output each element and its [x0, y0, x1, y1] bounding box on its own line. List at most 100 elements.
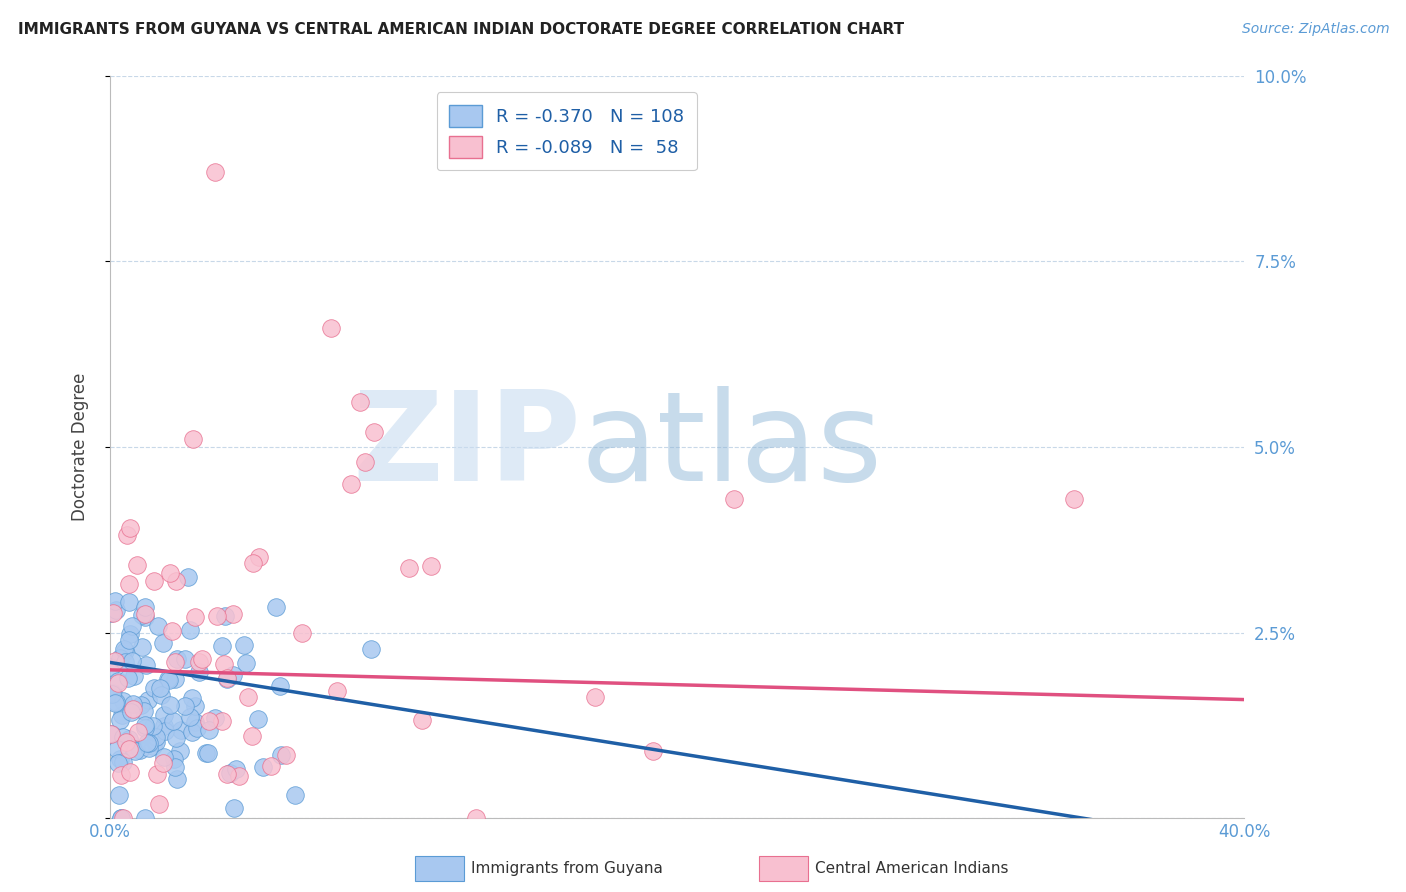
- Point: [118, 741, 141, 756]
- Text: Immigrants from Guyana: Immigrants from Guyana: [471, 862, 662, 876]
- Point: [152, 756, 174, 770]
- Point: [115, 735, 138, 749]
- Point: [181, 725, 204, 739]
- Point: [184, 610, 207, 624]
- Point: [177, 570, 200, 584]
- Point: [163, 655, 186, 669]
- Point: [112, 812, 135, 826]
- Point: [111, 730, 134, 744]
- Point: [110, 812, 132, 826]
- Point: [138, 736, 160, 750]
- Point: [136, 693, 159, 707]
- Point: [181, 690, 204, 705]
- Point: [104, 654, 127, 668]
- Point: [145, 735, 167, 749]
- Point: [184, 699, 207, 714]
- Point: [134, 607, 156, 621]
- Point: [184, 714, 207, 729]
- Point: [260, 759, 283, 773]
- Point: [153, 708, 176, 723]
- Point: [159, 673, 181, 687]
- Point: [134, 812, 156, 826]
- Point: [205, 609, 228, 624]
- Point: [122, 668, 145, 682]
- Point: [118, 764, 141, 779]
- Point: [190, 652, 212, 666]
- Point: [152, 636, 174, 650]
- Point: [211, 640, 233, 654]
- Point: [134, 722, 156, 736]
- Point: [179, 624, 201, 638]
- Point: [218, 766, 240, 780]
- Point: [169, 744, 191, 758]
- Point: [204, 165, 226, 179]
- Point: [166, 772, 188, 787]
- Point: [222, 800, 245, 814]
- Point: [108, 788, 131, 802]
- Point: [118, 732, 141, 747]
- Point: [122, 702, 145, 716]
- Point: [165, 574, 187, 588]
- Point: [122, 697, 145, 711]
- Point: [173, 652, 195, 666]
- Point: [240, 729, 263, 743]
- Point: [118, 577, 141, 591]
- Point: [114, 655, 136, 669]
- Point: [179, 710, 201, 724]
- Point: [270, 748, 292, 763]
- Point: [465, 812, 488, 826]
- Point: [150, 688, 173, 702]
- Text: atlas: atlas: [581, 386, 883, 508]
- Point: [183, 432, 205, 446]
- Point: [153, 724, 176, 739]
- Point: [121, 654, 143, 668]
- Point: [145, 767, 167, 781]
- Y-axis label: Doctorate Degree: Doctorate Degree: [72, 373, 89, 521]
- Text: Source: ZipAtlas.com: Source: ZipAtlas.com: [1241, 22, 1389, 37]
- Point: [146, 619, 169, 633]
- Point: [100, 727, 122, 741]
- Text: Central American Indians: Central American Indians: [815, 862, 1010, 876]
- Point: [252, 760, 274, 774]
- Point: [188, 655, 211, 669]
- Point: [222, 668, 245, 682]
- Point: [145, 730, 167, 744]
- Point: [215, 767, 238, 781]
- Point: [165, 760, 187, 774]
- Point: [197, 746, 219, 760]
- Point: [118, 632, 141, 647]
- Legend: R = -0.370   N = 108, R = -0.089   N =  58: R = -0.370 N = 108, R = -0.089 N = 58: [437, 92, 697, 170]
- Point: [643, 744, 665, 758]
- Point: [100, 606, 122, 620]
- Point: [110, 751, 132, 765]
- Point: [142, 681, 165, 695]
- Point: [134, 609, 156, 624]
- Point: [419, 558, 441, 573]
- Point: [143, 574, 166, 588]
- Point: [112, 641, 135, 656]
- Point: [291, 625, 314, 640]
- Point: [118, 595, 141, 609]
- Point: [169, 723, 191, 737]
- Point: [236, 690, 259, 704]
- Point: [349, 395, 371, 409]
- Point: [152, 749, 174, 764]
- Point: [121, 619, 143, 633]
- Point: [162, 714, 184, 728]
- Point: [148, 797, 170, 812]
- Point: [104, 694, 127, 708]
- Point: [321, 321, 343, 335]
- Point: [198, 714, 221, 728]
- Point: [284, 788, 307, 802]
- Point: [135, 657, 157, 672]
- Point: [274, 748, 297, 763]
- Point: [134, 600, 156, 615]
- Point: [134, 704, 156, 718]
- Point: [225, 762, 247, 776]
- Point: [104, 696, 127, 710]
- Point: [120, 626, 142, 640]
- Point: [120, 705, 142, 719]
- Point: [212, 657, 235, 672]
- Point: [107, 673, 129, 688]
- Point: [354, 455, 377, 469]
